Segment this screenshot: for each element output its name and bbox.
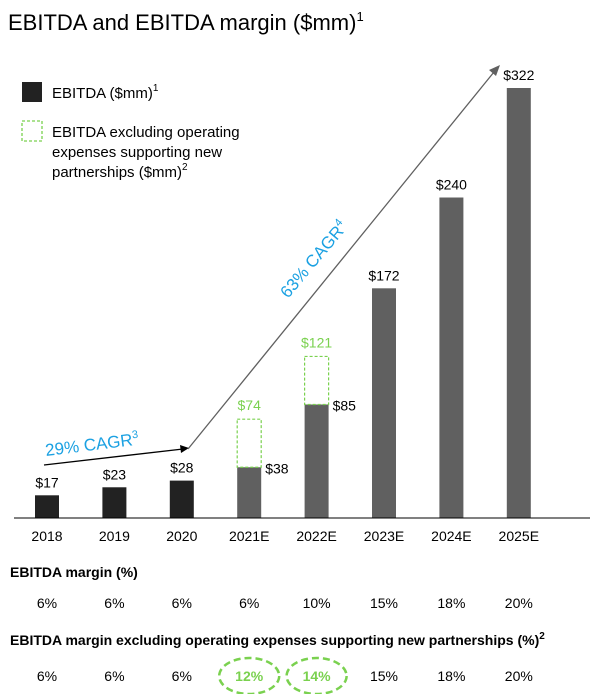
margin-row: 6% 6% 6% 6% 10% 15% 18% 20% — [37, 595, 533, 611]
cagr-arrow-short — [43, 448, 184, 466]
legend-label-ebitda: EBITDA ($mm)1 — [52, 83, 159, 102]
adjusted-label-2022E: $121 — [301, 334, 332, 350]
bar-2023E — [372, 288, 396, 518]
margin-value-2023E: 15% — [370, 595, 398, 611]
margin-value-2020: 6% — [172, 595, 192, 611]
cagr-arrowhead-short — [180, 445, 189, 453]
adjusted-bar-2021E — [236, 418, 262, 468]
adjusted-margin-row: 6% 6% 6% 12% 14% 15% 18% 20% — [37, 656, 533, 694]
bar-2025E — [506, 88, 531, 518]
bar-2024E — [439, 197, 464, 518]
adjusted-margin-value-2024E: 18% — [437, 668, 465, 684]
x-tick-2019: 2019 — [99, 528, 130, 544]
legend-label-adjusted-line2: expenses supporting new — [52, 144, 222, 161]
adjusted-margin-value-2025E: 20% — [505, 668, 533, 684]
chart-title: EBITDA and EBITDA margin ($mm)1 — [8, 9, 364, 35]
value-label-2019: $23 — [103, 466, 127, 482]
value-label-2020: $28 — [170, 460, 194, 476]
legend: EBITDA ($mm)1 EBITDA excluding operating… — [21, 82, 240, 181]
legend-label-adjusted-line1: EBITDA excluding operating — [52, 124, 240, 141]
adjusted-margin-value-2018: 6% — [37, 668, 57, 684]
x-tick-2018: 2018 — [31, 528, 62, 544]
adjusted-margin-value-2020: 6% — [172, 668, 192, 684]
adjusted-bar-2022E — [304, 355, 330, 406]
bar-2021E — [237, 467, 262, 518]
bar-2019 — [102, 487, 127, 518]
x-tick-2021E: 2021E — [229, 528, 269, 544]
margin-value-2021E: 6% — [239, 595, 259, 611]
bar-2022E — [304, 404, 329, 518]
margin-value-2022E: 10% — [303, 595, 331, 611]
highlight-ring-2022E — [285, 656, 348, 694]
bars-layer: $17 $23 $28 $74 $38 $121 $85 $172 $240 $322 — [35, 67, 535, 518]
bar-2018 — [35, 495, 59, 518]
value-label-2023E: $172 — [368, 267, 399, 283]
adjusted-margin-value-2019: 6% — [104, 668, 124, 684]
x-tick-2022E: 2022E — [296, 528, 336, 544]
legend-swatch-ebitda — [22, 82, 42, 102]
margin-value-2019: 6% — [104, 595, 124, 611]
adjusted-margin-value-2021E: 12% — [235, 668, 264, 684]
value-label-2025E: $322 — [503, 67, 534, 83]
value-label-2018: $17 — [35, 474, 59, 490]
x-tick-2024E: 2024E — [431, 528, 471, 544]
value-label-2021E: $38 — [265, 460, 289, 476]
legend-label-adjusted-line3: partnerships ($mm)2 — [52, 162, 188, 181]
adjusted-label-2021E: $74 — [238, 397, 262, 413]
adjusted-margin-value-2022E: 14% — [303, 668, 332, 684]
bar-2020 — [169, 480, 194, 518]
margin-value-2024E: 18% — [437, 595, 465, 611]
margin-table-title: EBITDA margin (%) — [10, 564, 138, 580]
legend-swatch-adjusted — [21, 120, 43, 142]
x-tick-2020: 2020 — [166, 528, 197, 544]
margin-value-2025E: 20% — [505, 595, 533, 611]
x-tick-2025E: 2025E — [499, 528, 539, 544]
adjusted-margin-table-title: EBITDA margin excluding operating expens… — [10, 631, 545, 648]
x-axis-labels: 2018 2019 2020 2021E 2022E 2023E 2024E 2025E — [31, 528, 539, 544]
x-tick-2023E: 2023E — [364, 528, 404, 544]
highlight-ring-2021E — [217, 656, 281, 694]
margin-value-2018: 6% — [37, 595, 57, 611]
cagr-arrow-long — [187, 71, 495, 450]
cagr-arrowhead-long — [489, 65, 500, 76]
cagr-label-long: 63% CAGR4 — [276, 217, 352, 302]
value-label-2022E: $85 — [333, 397, 357, 413]
value-label-2024E: $240 — [436, 177, 467, 193]
adjusted-margin-value-2023E: 15% — [370, 668, 398, 684]
